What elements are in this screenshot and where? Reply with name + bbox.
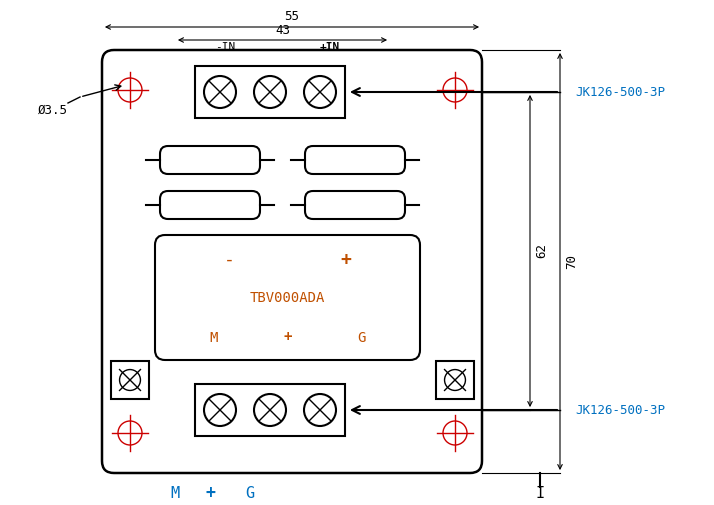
Text: M: M — [209, 330, 218, 344]
Text: +: + — [283, 330, 292, 344]
Text: 43: 43 — [275, 24, 290, 37]
FancyBboxPatch shape — [102, 50, 482, 473]
Text: -IN: -IN — [215, 42, 235, 52]
Text: +: + — [205, 484, 215, 502]
Text: G: G — [246, 485, 255, 500]
Text: +: + — [341, 251, 351, 269]
Text: TBV000ADA: TBV000ADA — [250, 290, 325, 305]
Text: G: G — [358, 330, 366, 344]
Text: 70: 70 — [565, 254, 578, 269]
Text: M: M — [171, 485, 179, 500]
FancyBboxPatch shape — [160, 191, 260, 219]
Text: Ø3.5: Ø3.5 — [38, 104, 68, 117]
Bar — [195, 66, 345, 118]
Bar — [436, 361, 474, 399]
Text: 55: 55 — [284, 10, 299, 23]
Text: +IN: +IN — [320, 42, 340, 52]
Bar — [111, 361, 149, 399]
FancyBboxPatch shape — [305, 191, 405, 219]
Text: JK126-500-3P: JK126-500-3P — [575, 403, 665, 417]
Text: I: I — [536, 485, 545, 500]
FancyBboxPatch shape — [160, 146, 260, 174]
Text: -: - — [223, 251, 235, 269]
Text: 62: 62 — [535, 243, 548, 259]
Text: JK126-500-3P: JK126-500-3P — [575, 85, 665, 98]
FancyBboxPatch shape — [155, 235, 420, 360]
Bar — [195, 384, 345, 436]
FancyBboxPatch shape — [305, 146, 405, 174]
